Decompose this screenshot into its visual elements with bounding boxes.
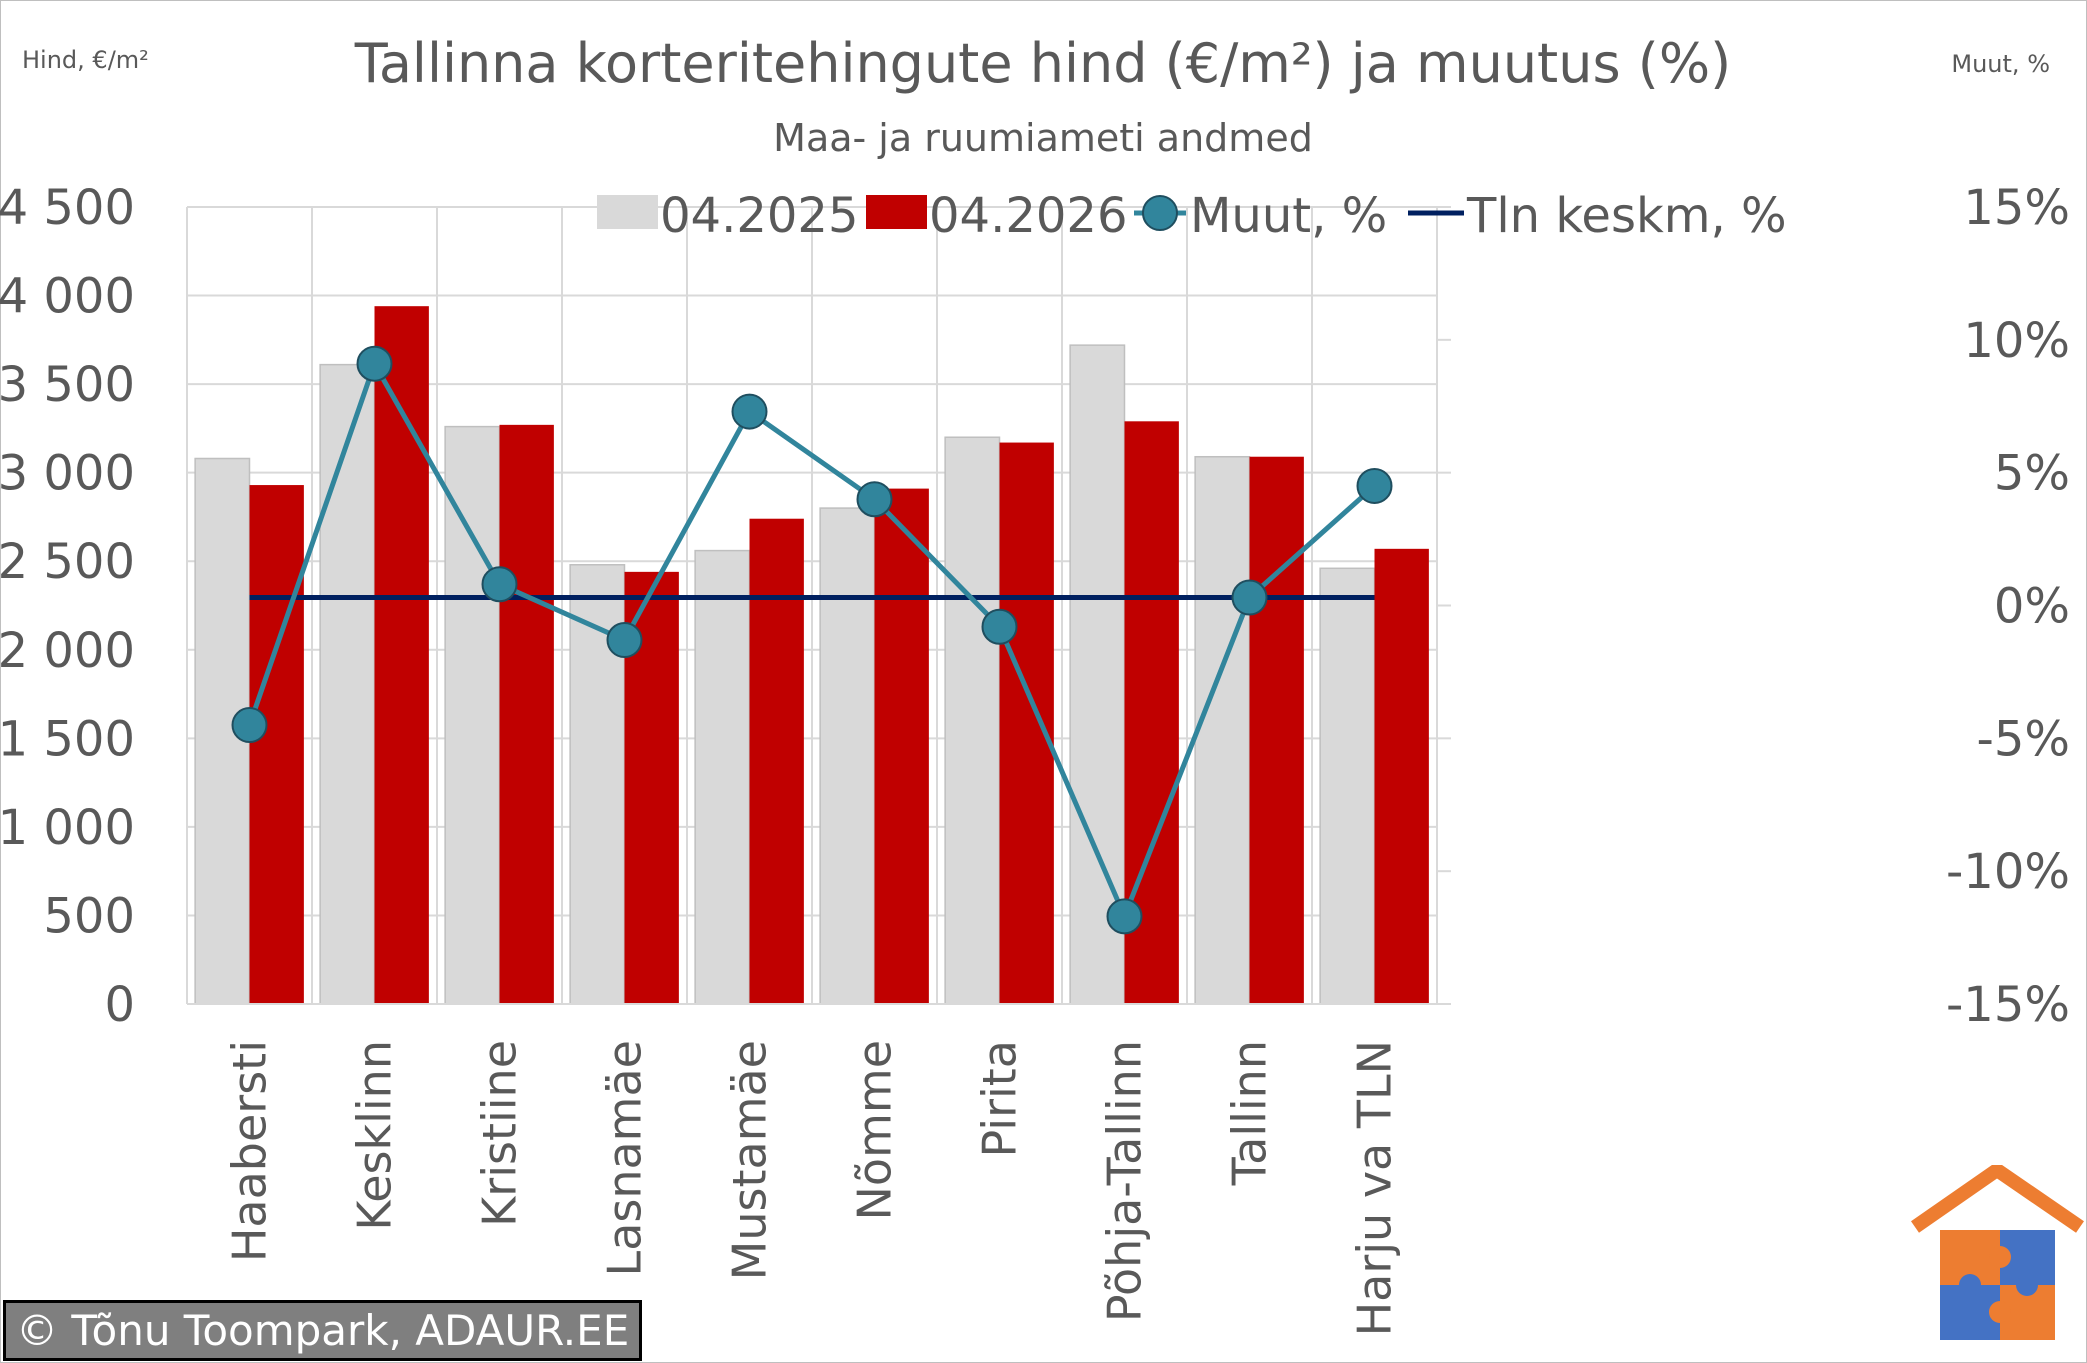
bar-04-2025-harju-va-tln [1319,567,1376,1005]
x-tick-label-lasnamae: Lasnamäe [598,1040,652,1276]
bar-04-2026-haabersti [249,485,304,1004]
bar-04-2026-mustamae [749,518,804,1004]
x-tick-label-tallinn: Tallinn [1223,1040,1277,1186]
bar-04-2026-kesklinn [374,306,429,1004]
y-axis-label: Hind, €/m² [22,46,149,74]
y-tick-label-9: 4 500 [0,180,135,236]
bar-04-2025-nomme [819,507,876,1005]
legend-tln-keskm-label: Tln keskm, % [1466,188,1787,244]
legend: 04.2025 04.2026 Muut, % Tln keskm, % [597,188,1787,244]
legend-muut-label: Muut, % [1190,188,1387,244]
y-tick-label-2: 1 000 [0,800,135,856]
y-tick-label-0: 0 [104,977,135,1033]
bar-04-2025-pirita [944,436,1001,1005]
change-marker-kristiine [481,566,518,603]
y2-tick-label-5: 10% [1963,313,2070,369]
change-marker-kesklinn [356,345,393,382]
change-marker-lasnamae [606,622,643,659]
house-puzzle-logo [1910,1163,2085,1355]
y2-tick-label-2: -5% [1977,711,2070,767]
x-tick-label-kesklinn: Kesklinn [348,1040,402,1231]
y2-tick-label-3: 0% [1994,579,2070,635]
x-tick-label-nomme: Nõmme [848,1040,902,1220]
change-marker-pohja-tallinn [1106,898,1143,935]
legend-04-2025-swatch [597,195,658,229]
x-tick-label-mustamae: Mustamäe [723,1040,777,1280]
x-tick-label-haabersti: Haabersti [223,1040,277,1262]
bar-04-2026-nomme [874,488,929,1004]
lines [231,345,1393,935]
change-marker-harju-va-tln [1356,467,1393,504]
y-tick-label-6: 3 000 [0,446,135,502]
x-tick-label-pirita: Pirita [973,1040,1027,1157]
chart-subtitle: Maa- ja ruumiameti andmed [773,116,1313,160]
bar-04-2025-mustamae [694,549,751,1005]
copyright-label: © Tõnu Toompark, ADAUR.EE [3,1300,643,1361]
bar-04-2025-tallinn [1194,455,1251,1005]
bar-04-2026-pirita [999,442,1054,1005]
y-tick-label-8: 4 000 [0,269,135,325]
x-tick-label-kristiine: Kristiine [473,1040,527,1227]
change-marker-mustamae [731,393,768,430]
bar-04-2026-tallinn [1249,456,1304,1004]
legend-muut-swatch-marker [1142,195,1178,231]
x-tick-label-harju-va-tln: Harju va TLN [1348,1040,1402,1336]
change-marker-pirita [981,608,1018,645]
y-tick-label-1: 500 [43,888,135,944]
bar-04-2026-kristiine [499,424,554,1004]
y2-tick-label-1: -10% [1946,844,2070,900]
change-marker-haabersti [231,707,268,744]
y2-axis-label: Muut, % [1951,50,2050,78]
axes: 0 500 1 000 1 500 2 000 2 500 3 000 3 500 4 000 4… [0,180,2070,1336]
bar-04-2025-kesklinn [319,363,376,1005]
y-tick-label-4: 2 000 [0,623,135,679]
legend-04-2025-label: 04.2025 [660,188,859,244]
legend-04-2026-swatch [866,195,927,229]
legend-04-2026-label: 04.2026 [929,188,1128,244]
y-tick-label-7: 3 500 [0,357,135,413]
change-line [247,357,1377,923]
change-marker-tallinn [1231,579,1268,616]
change-marker-nomme [856,481,893,518]
y-tick-label-5: 2 500 [0,534,135,590]
y-tick-label-3: 1 500 [0,711,135,767]
y2-tick-label-0: -15% [1946,977,2070,1033]
bar-04-2026-harju-va-tln [1374,548,1429,1004]
y2-tick-label-4: 5% [1994,446,2070,502]
chart-title: Tallinna korteritehingute hind (€/m²) ja… [354,32,1731,95]
bars [194,306,1429,1005]
bar-04-2025-kristiine [444,425,501,1005]
y2-tick-label-6: 15% [1963,180,2070,236]
x-tick-label-pohja-tallinn: Põhja-Tallinn [1098,1040,1152,1322]
